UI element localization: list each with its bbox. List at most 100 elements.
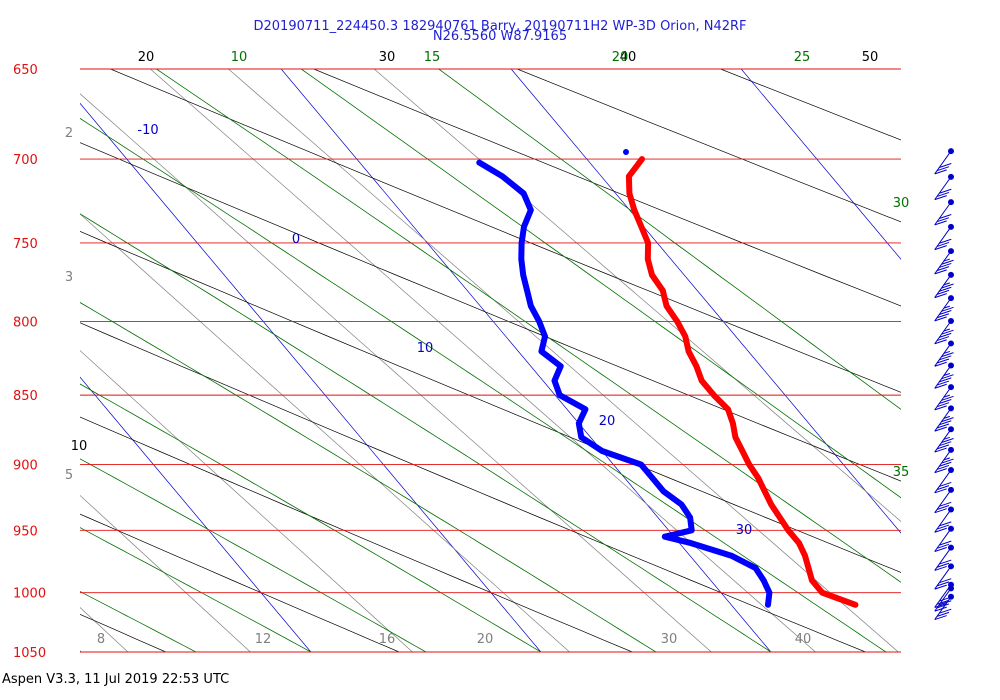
wind-barb-feather: [939, 501, 952, 507]
dry-adiabat-line: [874, 0, 1000, 652]
wind-barb-feather: [934, 602, 947, 608]
moist-adiabat-line: [80, 527, 312, 652]
temperature-point: [730, 420, 736, 427]
wind-barb: [934, 340, 954, 367]
temperature-point: [638, 223, 645, 230]
dewpoint-point: [678, 501, 685, 508]
dewpoint-point: [576, 420, 582, 427]
mixing-ratio-line: [373, 69, 901, 522]
adiabat-label: 30: [893, 196, 910, 211]
wind-barb-feather: [936, 464, 950, 470]
wind-barb-feather: [934, 383, 947, 389]
wind-barb: [934, 525, 954, 552]
wind-barb-feather: [934, 169, 947, 175]
pressure-label: 750: [13, 237, 38, 252]
moist-adiabat-line: [438, 69, 901, 410]
wind-barb: [934, 295, 954, 322]
wind-barb-feather: [939, 540, 952, 546]
dry-adiabat-line: [516, 69, 901, 223]
temp-label-top: 40: [620, 50, 637, 65]
moist-adiabat-line: [155, 69, 901, 583]
moist-adiabat-line: [80, 383, 542, 652]
wind-barb-feather: [939, 461, 952, 467]
adiabat-label: 20: [612, 50, 629, 65]
temperature-point: [693, 363, 700, 370]
wind-barb-feather: [934, 547, 947, 552]
dewpoint-point: [662, 533, 668, 540]
wind-barb-feather: [934, 606, 947, 612]
wind-barb-half-feather: [943, 305, 950, 309]
dry-adiabat-line: [80, 513, 400, 652]
temperature-point: [645, 240, 651, 246]
wind-barb-feather: [934, 565, 947, 571]
wind-barb-feather: [939, 608, 952, 614]
dewpoint-point: [536, 318, 542, 325]
dewpoint-point: [557, 363, 564, 370]
wind-barb-feather: [939, 377, 952, 383]
dewpoint-top-marker: [623, 149, 629, 155]
dry-adiabat-line: [719, 69, 901, 141]
wind-barb-feather: [941, 329, 954, 335]
wind-barb-feather: [934, 195, 947, 201]
temperature-point: [746, 461, 752, 468]
chart-subtitle: N26.5560 W87.9165: [432, 29, 568, 44]
wind-barb-feather: [934, 488, 947, 494]
dry-adiabat-line: [80, 142, 901, 482]
wind-barb-feather: [934, 220, 947, 226]
wind-barb-feather: [939, 481, 952, 487]
dewpoint-point: [582, 406, 589, 413]
temp-label-top: 50: [862, 50, 879, 65]
wind-barb-feather: [934, 468, 947, 474]
temperature-point: [698, 377, 705, 384]
temperature-point: [739, 448, 746, 454]
wind-barb: [934, 362, 954, 389]
dewpoint-point: [765, 602, 771, 608]
dewpoint-point: [520, 272, 526, 278]
dry-adiabat-line: [80, 416, 633, 652]
chart-title: D20190711_224450.3 182940761 Barry, 2019…: [253, 19, 747, 34]
wind-barb-feather: [939, 420, 952, 426]
wind-barb-feather: [934, 426, 947, 432]
wind-barb-feather: [939, 355, 952, 361]
temperature-point: [852, 602, 859, 608]
wind-barb-feather: [939, 399, 952, 404]
wind-barb-half-feather: [943, 350, 950, 354]
wind-barb: [934, 271, 954, 299]
temperature-point: [732, 434, 739, 441]
adiabat-label: 10: [231, 50, 248, 65]
pressure-label: 850: [13, 389, 38, 404]
wind-barb-feather: [939, 163, 952, 168]
dewpoint-point: [518, 240, 525, 246]
pressure-label: 950: [13, 524, 38, 539]
wind-barb-feather: [936, 524, 950, 530]
dewpoint-point: [599, 448, 605, 454]
wind-barb-feather: [939, 188, 952, 194]
mixing-ratio-label: 12: [255, 632, 272, 647]
wind-barb: [934, 506, 954, 533]
wind-barb-feather: [939, 521, 952, 527]
wind-barb-feather: [936, 543, 950, 549]
wind-barb-feather: [936, 336, 950, 342]
wind-barb-half-feather: [943, 328, 950, 332]
dewpoint-point: [752, 565, 759, 571]
dewpoint-point: [521, 223, 527, 230]
temp-label-bottom: 40: [795, 632, 812, 647]
isotherm-line: [971, 69, 1000, 652]
temperature-point: [805, 565, 812, 571]
dewpoint-point: [518, 256, 525, 262]
wind-barb-feather: [936, 599, 950, 605]
wind-barb-feather: [936, 266, 950, 272]
isotherm-label: 20: [599, 414, 616, 429]
dry-adiabat-line: [80, 322, 866, 652]
moist-adiabat-line: [80, 458, 427, 652]
temperature-point: [626, 190, 633, 197]
isotherm-label: 30: [736, 523, 753, 538]
wind-barb-feather: [936, 191, 950, 197]
wind-barb-feather: [941, 458, 954, 464]
dewpoint-point: [538, 348, 545, 355]
mixing-ratio-line: [80, 350, 413, 652]
dewpoint-point: [524, 287, 530, 294]
wind-barb-feather: [939, 332, 952, 338]
mixing-ratio-line: [80, 93, 712, 652]
